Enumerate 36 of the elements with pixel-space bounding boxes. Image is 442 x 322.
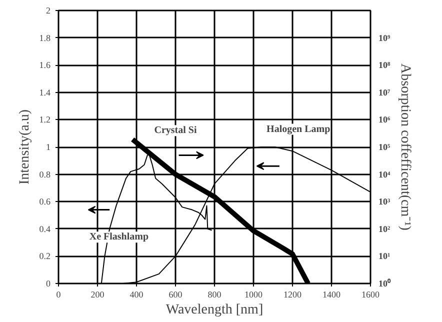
y-tick-label: 0 <box>46 278 51 288</box>
y-tick-label: 1.2 <box>39 114 50 125</box>
x-tick-label: 1200 <box>284 290 302 300</box>
y2-tick-label: 10¹ <box>378 251 390 262</box>
y2-tick-label: 10⁶ <box>378 114 390 125</box>
annotation: Crystal Si <box>154 125 197 136</box>
y-tick-label: 1 <box>46 142 50 152</box>
y2-tick-label: 10⁷ <box>378 87 390 98</box>
x-tick-label: 0 <box>56 290 62 300</box>
y-tick-label: 0.2 <box>39 251 50 262</box>
y2-tick-label: 10⁰ <box>378 278 392 288</box>
x-tick-label: 1000 <box>244 290 263 300</box>
y-tick-label: 0.8 <box>39 169 51 180</box>
y-tick-label: 1.4 <box>39 87 51 98</box>
x-tick-label: 200 <box>90 290 105 300</box>
y2-tick-label: 10⁹ <box>378 32 390 43</box>
x-tick-label: 1600 <box>362 290 380 300</box>
y-axis-title: Intensity(a.u) <box>17 109 32 185</box>
annotation: Halogen Lamp <box>266 124 331 135</box>
annotation: Xe Flashlamp <box>89 232 149 243</box>
y2-tick-label: 10⁸ <box>378 60 390 70</box>
y-tick-label: 1.8 <box>39 32 51 43</box>
y-tick-label: 0.4 <box>39 224 51 234</box>
x-tick-label: 600 <box>168 290 183 300</box>
y2-tick-label: 10⁴ <box>378 169 390 180</box>
y-tick-label: 2 <box>46 6 50 16</box>
y-tick-label: 0.6 <box>39 196 51 207</box>
y2-tick-label: 10⁵ <box>378 142 390 152</box>
y2-axis-title: Absorption coffefficent(cm⁻¹) <box>398 64 412 231</box>
x-tick-label: 400 <box>130 290 144 300</box>
x-tick-label: 800 <box>208 290 222 300</box>
x-tick-label: 1400 <box>322 290 341 300</box>
y2-tick-label: 10² <box>378 224 390 234</box>
y-tick-label: 1.6 <box>39 60 51 70</box>
y2-tick-label: 10³ <box>378 196 390 207</box>
x-axis-title: Wavelength [nm] <box>166 302 264 318</box>
